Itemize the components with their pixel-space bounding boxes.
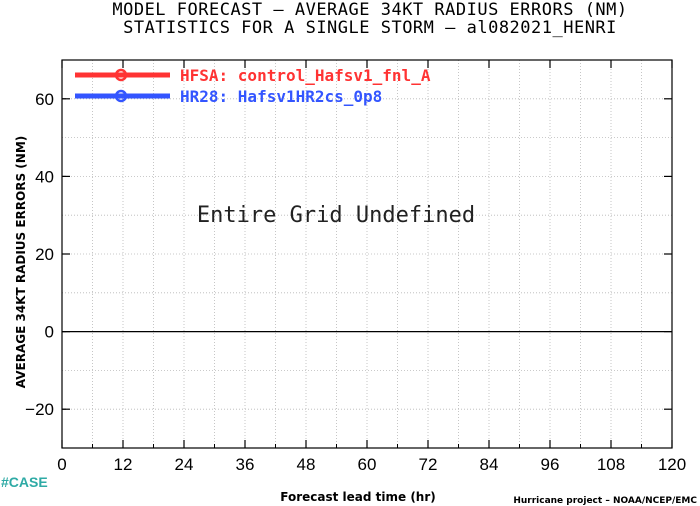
credit-text: Hurricane project – NOAA/NCEP/EMC xyxy=(513,496,697,506)
x-tick-label: 12 xyxy=(114,455,133,474)
chart-grid xyxy=(62,60,672,448)
x-tick-label: 108 xyxy=(597,455,625,474)
y-tick-label: −20 xyxy=(25,400,54,419)
chart-title-line1: MODEL FORECAST – AVERAGE 34KT RADIUS ERR… xyxy=(112,0,628,20)
x-axis-label: Forecast lead time (hr) xyxy=(280,490,436,504)
case-label: #CASE xyxy=(1,474,48,490)
y-tick-label: 20 xyxy=(35,245,54,264)
y-tick-label: 60 xyxy=(35,90,54,109)
x-tick-label: 60 xyxy=(358,455,377,474)
legend: HFSA: control_Hafsv1_fnl_A HR28: Hafsv1HR… xyxy=(75,66,431,106)
y-tick-label: 0 xyxy=(45,323,54,342)
x-tick-label: 36 xyxy=(236,455,255,474)
legend-label: HFSA: control_Hafsv1_fnl_A xyxy=(180,66,431,85)
x-tick-label: 84 xyxy=(480,455,499,474)
y-tick-label: 40 xyxy=(35,167,54,186)
annotation-undefined: Entire Grid Undefined xyxy=(197,203,475,228)
x-tick-label: 120 xyxy=(658,455,686,474)
axis-ticks: 0 12 24 36 48 60 72 84 96 108 120 60 40 20 0 −20 xyxy=(25,60,686,474)
x-tick-label: 24 xyxy=(175,455,194,474)
x-tick-label: 72 xyxy=(419,455,438,474)
legend-label: HR28: Hafsv1HR2cs_0p8 xyxy=(180,87,382,106)
legend-swatch-marker xyxy=(114,68,128,82)
plot-frame xyxy=(61,59,673,449)
x-tick-label: 96 xyxy=(541,455,560,474)
x-tick-label: 0 xyxy=(57,455,66,474)
chart-title-line2: STATISTICS FOR A SINGLE STORM – al082021… xyxy=(123,18,617,38)
legend-swatch-marker xyxy=(114,89,128,103)
y-axis-label: AVERAGE 34KT RADIUS ERRORS (NM) xyxy=(14,136,28,388)
x-tick-label: 48 xyxy=(297,455,316,474)
